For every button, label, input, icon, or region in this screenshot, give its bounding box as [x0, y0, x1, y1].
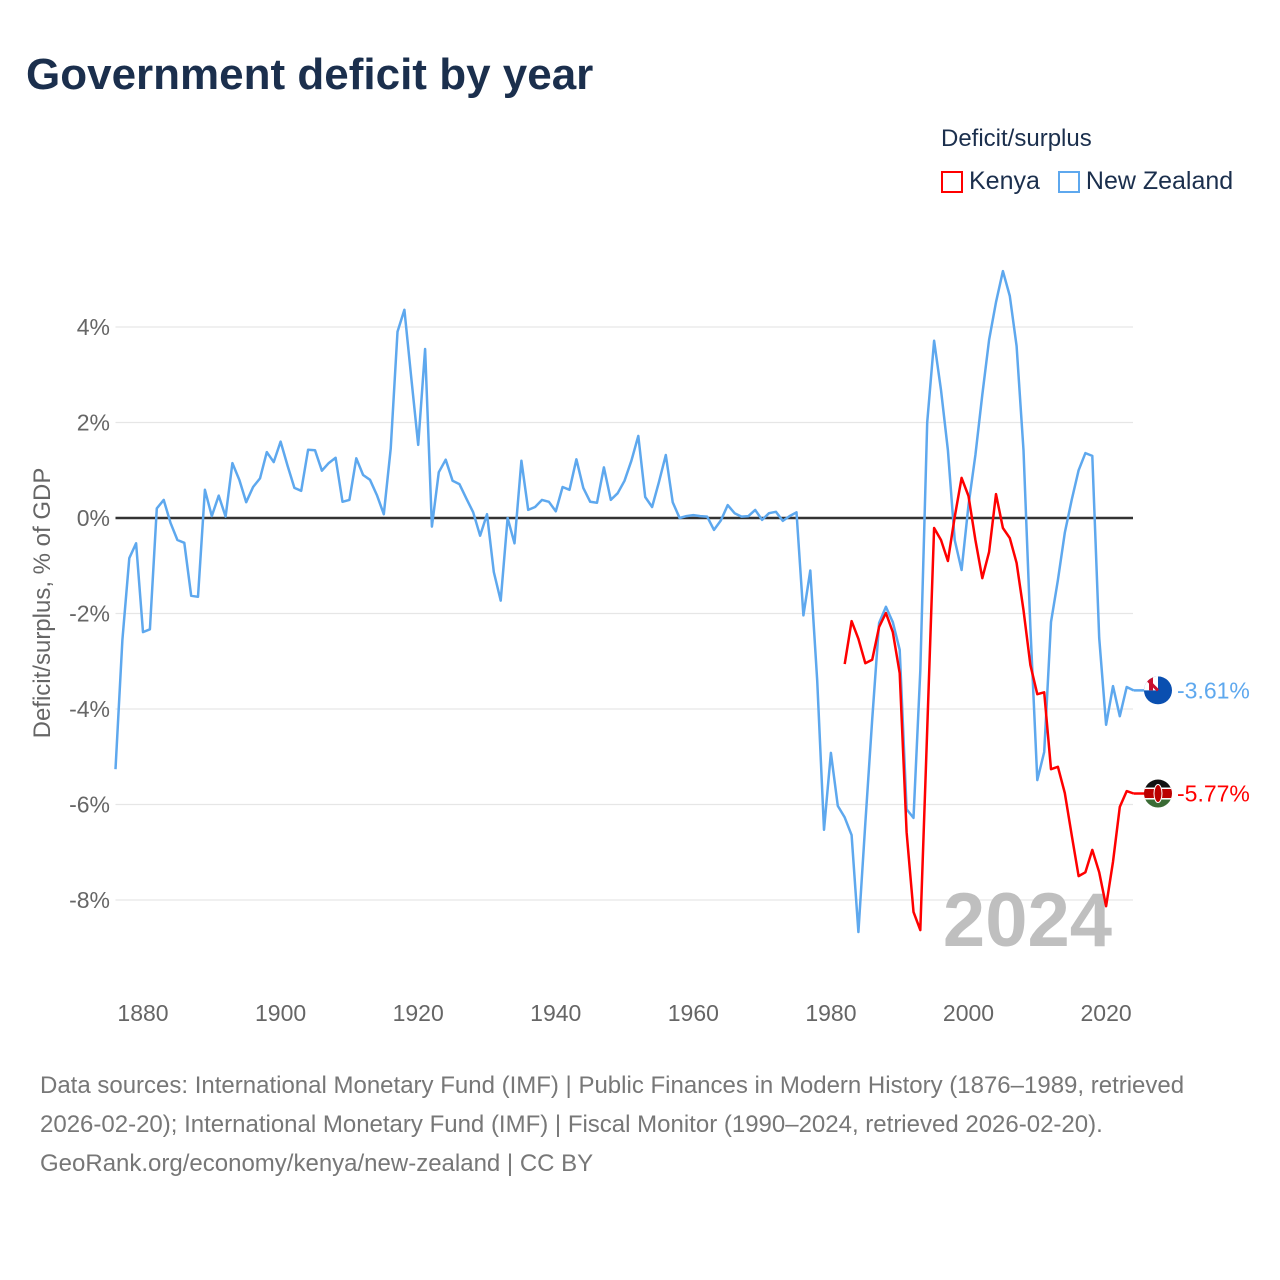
- flag-icon-kenya: [1144, 779, 1172, 808]
- x-tick-label: 1880: [117, 1000, 168, 1026]
- series-line-kenya: [843, 476, 1135, 932]
- y-tick-label: -4%: [69, 696, 110, 722]
- legend-swatch-kenya: [941, 170, 963, 193]
- legend-title: Deficit/surplus: [941, 125, 1092, 152]
- end-labels: -3.61% -5.77%: [1133, 676, 1250, 808]
- y-tick-label: 2%: [77, 410, 110, 436]
- year-watermark: 2024: [943, 878, 1112, 963]
- legend-label-new-zealand: New Zealand: [1085, 167, 1234, 195]
- data-sources: Data sources: International Monetary Fun…: [40, 1072, 1185, 1138]
- x-tick-label: 1900: [255, 1000, 306, 1026]
- series-line-new-zealand: [114, 269, 1135, 934]
- y-tick-label: -6%: [69, 792, 110, 818]
- y-tick-label: -2%: [69, 601, 110, 627]
- flag-body: [1144, 779, 1172, 808]
- x-tick-label: 2000: [943, 1000, 994, 1026]
- flag-body: [1144, 676, 1172, 705]
- chart-title: Government deficit by year: [26, 50, 594, 99]
- flag-cross: [1149, 676, 1153, 691]
- y-tick-labels: -8% -6% -4% -2% 0% 2% 4%: [69, 314, 110, 913]
- series-lines: [114, 269, 1135, 934]
- footer: Data sources: International Monetary Fun…: [40, 1066, 1240, 1183]
- x-tick-label: 1940: [530, 1000, 581, 1026]
- credit-link[interactable]: GeoRank.org/economy/kenya/new-zealand | …: [40, 1150, 594, 1177]
- y-tick-label: 4%: [77, 314, 110, 340]
- legend-label-kenya: Kenya: [969, 167, 1040, 195]
- flag-shield: [1153, 784, 1163, 804]
- x-tick-label: 1920: [393, 1000, 444, 1026]
- flag-icon-new-zealand: [1144, 676, 1172, 705]
- legend-item-new-zealand[interactable]: New Zealand: [1057, 167, 1234, 196]
- end-value-label-kenya: -5.77%: [1177, 781, 1250, 807]
- gridlines: [115, 326, 1133, 901]
- y-tick-label: 0%: [77, 505, 110, 531]
- x-tick-label: 1980: [805, 1000, 856, 1026]
- legend: Kenya New Zealand: [941, 167, 1233, 196]
- x-tick-labels: 1880 1900 1920 1940 1960 1980 2000 2020: [117, 1000, 1131, 1026]
- y-axis-label: Deficit/surplus, % of GDP: [29, 468, 56, 739]
- chart: -8%-6%-4%-2%0%2%4% 1880 1900 1920 1940 1960 1…: [29, 269, 1250, 1026]
- x-tick-label: 2020: [1080, 1000, 1131, 1026]
- y-tick-label: -8%: [69, 887, 110, 913]
- x-tick-label: 1960: [668, 1000, 719, 1026]
- legend-swatch-new-zealand: [1057, 170, 1080, 193]
- legend-item-kenya[interactable]: Kenya: [941, 167, 1040, 196]
- end-value-label-new-zealand: -3.61%: [1177, 677, 1250, 703]
